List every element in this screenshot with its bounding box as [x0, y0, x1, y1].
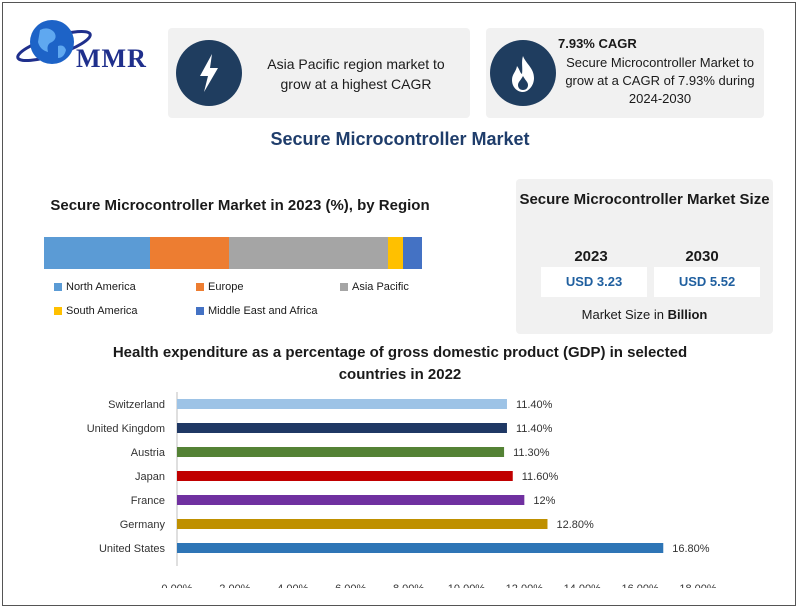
page-title: Secure Microcontroller Market — [270, 129, 530, 149]
mmr-logo: MMR — [14, 14, 164, 84]
year-2023-label: 2023 — [574, 248, 608, 265]
bar-japan — [177, 471, 513, 481]
category-label: France — [131, 495, 165, 507]
data-label: 12.80% — [556, 519, 594, 531]
market-size-note-unit: Billion — [667, 307, 708, 322]
market-size-title: Secure Microcontroller Market Size — [519, 191, 770, 208]
category-label: Japan — [135, 471, 165, 483]
logo-text: MMR — [76, 44, 147, 73]
legend-label: Europe — [208, 281, 244, 293]
legend-item: South America — [54, 305, 138, 317]
value-2023: USD 3.23 — [541, 267, 647, 297]
data-label: 11.40% — [516, 423, 553, 435]
data-label: 11.30% — [513, 447, 550, 459]
region-segment-south-america — [387, 237, 404, 269]
lightning-icon — [200, 54, 218, 92]
bar-austria — [177, 447, 505, 457]
highlight-card-region: Asia Pacific region market to grow at a … — [168, 28, 470, 118]
year-2030-label: 2030 — [685, 248, 719, 265]
market-size-note-prefix: Market Size in — [581, 307, 665, 322]
legend-label: North America — [66, 281, 136, 293]
health-chart-title: Health expenditure as a percentage of gr… — [112, 344, 688, 383]
x-tick-label: 8.00% — [393, 583, 424, 588]
legend-item: Asia Pacific — [340, 281, 409, 293]
x-tick-label: 2.00% — [219, 583, 250, 588]
x-tick-label: 10.00% — [448, 583, 486, 588]
bar-germany — [177, 519, 548, 529]
legend-swatch — [196, 307, 204, 315]
category-label: Switzerland — [108, 399, 165, 411]
bar-switzerland — [177, 399, 507, 409]
legend-label: Middle East and Africa — [208, 305, 318, 317]
value-2030: USD 5.52 — [654, 267, 760, 297]
health-expenditure-chart: Switzerland 11.40% United Kingdom 11.40% Aus… — [87, 392, 717, 588]
legend-item: Middle East and Africa — [196, 305, 317, 317]
x-tick-label: 0.00% — [161, 583, 192, 588]
lightning-badge — [176, 40, 242, 106]
x-tick-label: 16.00% — [621, 583, 659, 588]
flame-icon — [512, 56, 534, 92]
legend-label: Asia Pacific — [352, 281, 409, 293]
region-stacked-bar — [44, 237, 422, 269]
category-label: United Kingdom — [87, 423, 165, 435]
highlight-region-text: Asia Pacific region market to grow at a … — [267, 56, 445, 92]
data-label: 11.60% — [522, 471, 559, 483]
category-label: United States — [99, 543, 166, 555]
data-label: 12% — [533, 495, 555, 507]
bar-united-states — [177, 543, 664, 553]
legend-item: North America — [54, 281, 136, 293]
legend-swatch — [54, 307, 62, 315]
market-size-note: Market Size in Billion — [516, 307, 773, 322]
region-segment-north-america — [44, 237, 150, 269]
data-label: 11.40% — [516, 399, 553, 411]
globe-icon — [16, 20, 92, 64]
bar-france — [177, 495, 525, 505]
cagr-heading: 7.93% CAGR — [558, 36, 637, 51]
highlight-card-cagr: 7.93% CAGR Secure Microcontroller Market… — [486, 28, 764, 118]
flame-badge — [490, 40, 556, 106]
x-tick-label: 4.00% — [277, 583, 308, 588]
cagr-text: Secure Microcontroller Market to grow at… — [565, 55, 755, 106]
region-segment-europe — [149, 237, 230, 269]
legend-label: South America — [66, 305, 138, 317]
legend-swatch — [340, 283, 348, 291]
bar-united-kingdom — [177, 423, 507, 433]
x-tick-label: 14.00% — [564, 583, 602, 588]
region-segment-middle-east-and-africa — [403, 237, 422, 269]
category-label: Austria — [131, 447, 166, 459]
legend-item: Europe — [196, 281, 243, 293]
legend-swatch — [196, 283, 204, 291]
market-size-card: Secure Microcontroller Market Size 2023 … — [516, 179, 773, 334]
region-segment-asia-pacific — [229, 237, 388, 269]
legend-swatch — [54, 283, 62, 291]
x-tick-label: 18.00% — [679, 583, 717, 588]
x-tick-label: 12.00% — [506, 583, 544, 588]
x-tick-label: 6.00% — [335, 583, 366, 588]
category-label: Germany — [120, 519, 166, 531]
region-chart-title: Secure Microcontroller Market in 2023 (%… — [50, 197, 430, 214]
data-label: 16.80% — [672, 543, 710, 555]
